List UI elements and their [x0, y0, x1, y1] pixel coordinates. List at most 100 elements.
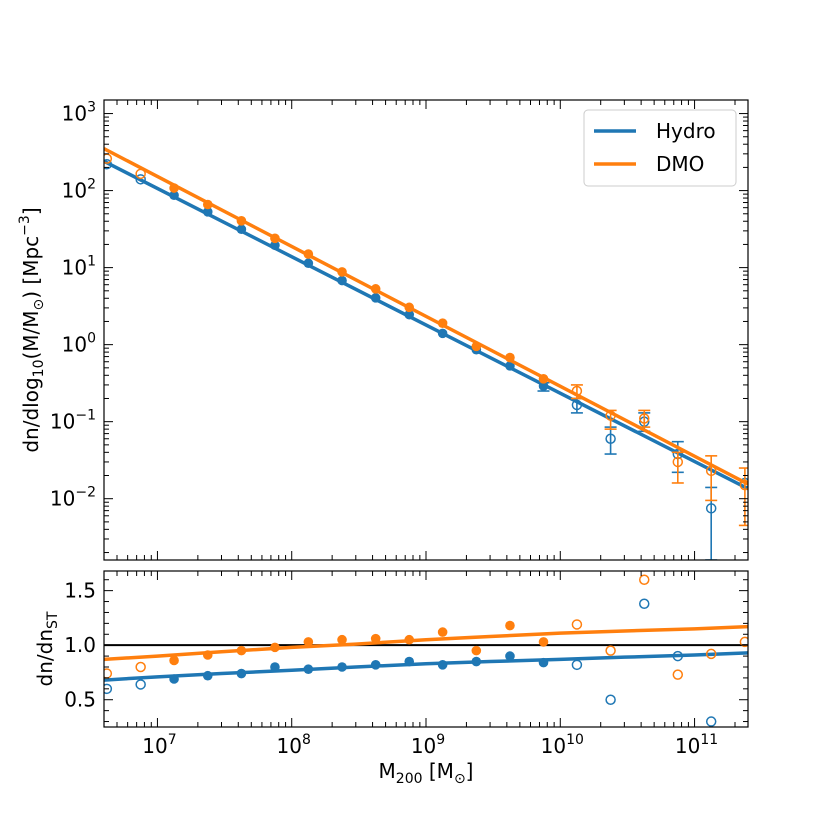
x-tick-label: 1010	[541, 732, 584, 758]
dmo-open-point	[639, 413, 650, 424]
bottom-plot-area	[104, 574, 748, 727]
hydro-open-point	[104, 158, 113, 170]
x-tick-labels: 107 108 109 1010 1011	[142, 732, 718, 758]
x-tick-label: 108	[277, 732, 311, 758]
dmo-filled-point	[471, 341, 482, 352]
hydro-filled-point	[370, 293, 381, 303]
hydro-open-point	[605, 433, 616, 445]
dmo-filled-point	[505, 352, 515, 363]
y-tick-label: 1.0	[64, 633, 96, 657]
hydro-filled-point	[236, 224, 247, 235]
hydro-filled-ratio-point	[236, 668, 247, 679]
top-plot-area	[104, 147, 748, 560]
dmo-open-point	[705, 465, 717, 477]
dmo-filled-point	[404, 302, 415, 313]
dmo-filled-point	[538, 374, 549, 384]
dmo-filled-point	[202, 199, 213, 210]
dmo-open-point	[571, 385, 583, 397]
dmo-filled-point	[236, 216, 247, 226]
hydro-filled-point	[538, 381, 549, 391]
hydro-open-ratio-point	[135, 679, 146, 690]
dmo-filled-point	[437, 318, 448, 328]
hydro-open-ratio-point	[104, 683, 113, 695]
hydro-open-ratio-point	[571, 659, 583, 671]
hydro-filled-ratio-point	[202, 670, 213, 681]
dmo-filled-ratio-point	[303, 637, 314, 647]
dmo-filled-ratio-point	[404, 634, 415, 645]
dmo-filled-ratio-point	[169, 655, 179, 666]
dmo-open-ratio-point	[135, 661, 146, 673]
bottom-y-tick-labels: 0.5 1.0 1.5	[64, 579, 96, 712]
hydro-filled-point	[202, 207, 213, 217]
dmo-filled-ratio-point	[370, 633, 381, 644]
top-y-tick-labels: 10−2 10−1 100 101 102 103	[50, 100, 96, 511]
dmo-filled-ratio-point	[202, 650, 213, 660]
dmo-open-point	[135, 168, 146, 180]
hydro-filled-ratio-point	[505, 651, 515, 661]
dmo-filled-ratio-point	[471, 645, 482, 656]
legend-box	[583, 109, 737, 187]
dmo-open-ratio-point	[705, 648, 717, 660]
dmo-open-ratio-point	[639, 574, 650, 585]
bottom-panel: 0.5 1.0 1.5 107 108 109 1010 1011 dn/dnST M200…	[33, 570, 749, 787]
hydro-open-point	[705, 503, 717, 514]
y-tick-label: 0.5	[64, 688, 96, 712]
y-tick-label: 101	[62, 254, 96, 280]
dmo-filled-point	[303, 249, 314, 259]
dmo-filled-ratio-point	[236, 645, 247, 656]
y-tick-label: 1.5	[64, 579, 96, 603]
y-tick-label: 10−1	[50, 408, 96, 434]
dmo-filled-ratio-point	[505, 620, 515, 631]
dmo-open-ratio-point	[739, 636, 748, 648]
dmo-filled-point	[270, 233, 280, 244]
hydro-filled-point	[404, 309, 415, 320]
hydro-filled-ratio-point	[337, 662, 347, 672]
dmo-filled-ratio-point	[270, 642, 280, 653]
dmo-open-ratio-point	[571, 619, 583, 630]
dmo-filled-ratio-point	[337, 634, 347, 645]
hydro-filled-ratio-point	[169, 674, 179, 684]
top-y-axis-label: dn/dlog10(M/M⊙) [Mpc−3]	[17, 207, 47, 452]
dmo-filled-point	[370, 284, 381, 294]
x-tick-label: 109	[411, 732, 445, 758]
bottom-axes-frame	[103, 570, 749, 728]
dmo-open-point	[739, 479, 748, 491]
x-tick-label: 1011	[675, 732, 718, 758]
hydro-filled-point	[303, 258, 314, 269]
hydro-filled-ratio-point	[404, 656, 415, 667]
y-tick-label: 103	[62, 100, 96, 126]
dmo-filled-point	[337, 267, 347, 277]
dmo-open-point	[605, 410, 616, 421]
hydro-filled-ratio-point	[270, 662, 280, 672]
hydro-open-ratio-point	[639, 598, 650, 609]
hydro-filled-point	[169, 190, 179, 201]
hydro-model-line	[104, 159, 748, 491]
hydro-filled-ratio-point	[471, 656, 482, 667]
hydro-open-point	[135, 174, 146, 185]
dmo-filled-ratio-point	[538, 637, 549, 647]
legend: Hydro DMO	[583, 109, 737, 187]
hydro-filled-point	[505, 361, 515, 371]
y-tick-label: 102	[62, 177, 96, 203]
dmo-open-ratio-point	[605, 645, 616, 656]
y-tick-label: 100	[62, 331, 96, 357]
dmo-ratio-curve	[104, 624, 748, 662]
legend-hydro-label: Hydro	[656, 119, 716, 143]
hydro-open-point	[571, 399, 583, 411]
bottom-ticks	[103, 571, 748, 727]
x-tick-label: 107	[142, 732, 176, 758]
legend-dmo-label: DMO	[656, 152, 704, 176]
hydro-ratio-curve	[104, 651, 748, 682]
hydro-filled-point	[337, 275, 347, 286]
hydro-open-ratio-point	[605, 694, 616, 705]
dmo-open-point	[672, 456, 684, 468]
top-panel: 10−2 10−1 100 101 102 103 Hydro DMO dn/dlog10…	[17, 99, 749, 561]
dmo-open-ratio-point	[672, 669, 684, 680]
hydro-filled-ratio-point	[303, 664, 314, 674]
hydro-open-ratio-point	[705, 716, 717, 727]
hydro-filled-ratio-point	[437, 660, 448, 670]
hydro-filled-ratio-point	[370, 660, 381, 670]
dmo-filled-ratio-point	[437, 627, 448, 637]
top-ticks	[103, 100, 748, 560]
